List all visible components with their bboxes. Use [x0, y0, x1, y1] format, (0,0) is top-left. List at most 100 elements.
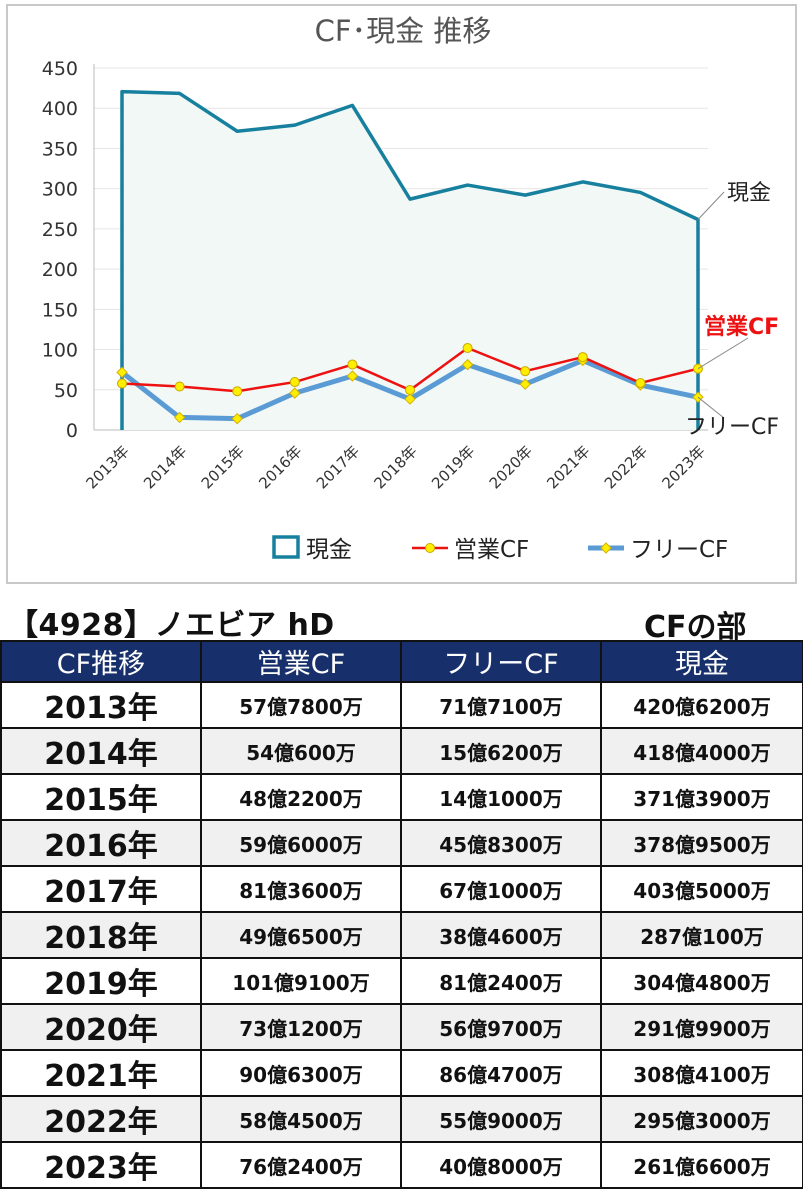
table-row: 2019年 101億9100万 81億2400万 304億4800万: [0, 957, 803, 1005]
cash-cell: 308億4100万: [600, 1049, 803, 1097]
cf-cash-chart: CF･現金 推移 0 50 100 150 200 250 300 350 400 450 2013年…: [42, 14, 779, 563]
year-cell: 2021年: [0, 1049, 202, 1097]
table-row: 2017年 81億3600万 67億1000万 403億5000万: [0, 865, 803, 913]
free-cf-cell: 40億8000万: [400, 1141, 602, 1189]
year-cell: 2014年: [0, 727, 202, 775]
cash-leader-line: [697, 191, 725, 220]
free-cf-point: [519, 378, 531, 390]
table-row: 2016年 59億6000万 45億8300万 378億9500万: [0, 819, 803, 867]
table-row: 2023年 76億2400万 40億8000万 261億6600万: [0, 1141, 803, 1189]
x-tick-label: 2017年: [313, 442, 363, 492]
x-tick-label: 2023年: [658, 442, 708, 492]
operating-cf-point: [347, 359, 358, 370]
y-tick-label: 400: [42, 98, 78, 120]
year-cell: 2016年: [0, 819, 202, 867]
free-cf-leader-line: [697, 396, 725, 419]
legend-operating-cf-label: 営業CF: [454, 537, 529, 563]
operating-cf-point: [232, 386, 243, 397]
operating-cf-cell: 49億6500万: [200, 911, 402, 959]
cash-cell: 378億9500万: [600, 819, 803, 867]
y-tick-label: 50: [54, 380, 78, 402]
x-tick-label: 2018年: [370, 442, 420, 492]
free-cf-point: [231, 412, 243, 425]
operating-cf-point: [174, 381, 185, 392]
operating-cf-cell: 90億6300万: [200, 1049, 402, 1097]
table-header-row: CF推移 営業CF フリーCF 現金: [0, 640, 803, 683]
operating-cf-cell: 101億9100万: [200, 957, 402, 1005]
year-cell: 2023年: [0, 1141, 202, 1189]
free-cf-point: [173, 411, 186, 424]
legend-cash-swatch: [272, 535, 300, 559]
y-tick-label: 450: [42, 58, 78, 80]
operating-cf-point: [405, 385, 415, 396]
y-tick-label: 100: [42, 340, 78, 362]
x-tick-label: 2021年: [543, 442, 593, 492]
legend-cash-label: 現金: [306, 537, 352, 563]
year-cell: 2022年: [0, 1095, 202, 1143]
cash-cell: 420億6200万: [600, 681, 803, 729]
free-cf-cell: 71億7100万: [400, 681, 602, 729]
year-cell: 2019年: [0, 957, 202, 1005]
operating-cf-cell: 57億7800万: [200, 681, 402, 729]
cash-cell: 295億3000万: [600, 1095, 803, 1143]
chart-title: CF･現金 推移: [315, 14, 492, 48]
free-cf-end-label: フリーCF: [685, 415, 779, 440]
cash-area: [122, 91, 698, 430]
table-row: 2018年 49億6500万 38億4600万 287億100万: [0, 911, 803, 959]
free-cf-point: [346, 370, 359, 382]
table-row: 2022年 58億4500万 55億9000万 295億3000万: [0, 1095, 803, 1143]
table-row: 2020年 73億1200万 56億9700万 291億9900万: [0, 1003, 803, 1051]
cash-cell: 371億3900万: [600, 773, 803, 821]
operating-cf-point: [117, 378, 127, 389]
x-tick-label: 2013年: [82, 442, 132, 492]
free-cf-point: [404, 393, 416, 405]
table-row: 2014年 54億600万 15億6200万 418億4000万: [0, 727, 803, 775]
company-title: 【4928】ノエビア hD: [8, 608, 335, 643]
x-tick-label: 2022年: [601, 442, 651, 492]
year-cell: 2015年: [0, 773, 202, 821]
operating-cf-cell: 58億4500万: [200, 1095, 402, 1143]
year-cell: 2013年: [0, 681, 202, 729]
y-tick-label: 0: [66, 420, 78, 442]
operating-cf-cell: 76億2400万: [200, 1141, 402, 1189]
x-tick-label: 2014年: [140, 442, 190, 492]
y-tick-label: 300: [42, 179, 78, 201]
operating-cf-cell: 81億3600万: [200, 865, 402, 913]
chart-panel: CF･現金 推移 0 50 100 150 200 250 300 350 400 450 2013年…: [6, 4, 797, 584]
free-cf-cell: 86億4700万: [400, 1049, 602, 1097]
operating-cf-point: [520, 366, 531, 377]
operating-cf-point: [462, 343, 473, 354]
y-tick-label: 350: [42, 138, 78, 160]
cash-cell: 403億5000万: [600, 865, 803, 913]
free-cf-cell: 15億6200万: [400, 727, 602, 775]
operating-cf-leader-line: [697, 337, 749, 370]
year-cell: 2020年: [0, 1003, 202, 1051]
legend-free-cf-label: フリーCF: [630, 537, 728, 563]
free-cf-cell: 56億9700万: [400, 1003, 602, 1051]
table-row: 2021年 90億6300万 86億4700万 308億4100万: [0, 1049, 803, 1097]
free-cf-cell: 45億8300万: [400, 819, 602, 867]
operating-cf-cell: 54億600万: [200, 727, 402, 775]
cash-series-line: [120, 89, 700, 430]
free-cf-point: [116, 366, 128, 379]
cash-cell: 261億6600万: [600, 1141, 803, 1189]
y-tick-label: 150: [42, 299, 78, 321]
free-cf-cell: 38億4600万: [400, 911, 602, 959]
y-tick-label: 250: [42, 219, 78, 241]
operating-cf-point: [289, 377, 300, 388]
year-cell: 2018年: [0, 911, 202, 959]
cash-cell: 287億100万: [600, 911, 803, 959]
table-row: 2015年 48億2200万 14億1000万 371億3900万: [0, 773, 803, 821]
operating-cf-point: [577, 352, 588, 363]
table-row: 2013年 57億7800万 71億7100万 420億6200万: [0, 681, 803, 729]
legend-operating-cf-marker: [425, 543, 435, 553]
y-tick-label: 200: [42, 259, 78, 281]
operating-cf-cell: 59億6000万: [200, 819, 402, 867]
free-cf-cell: 14億1000万: [400, 773, 602, 821]
operating-cf-cell: 48億2200万: [200, 773, 402, 821]
year-cell: 2017年: [0, 865, 202, 913]
cf-table: CF推移 営業CF フリーCF 現金 2013年 57億7800万 71億7100万…: [0, 640, 803, 1189]
operating-cf-cell: 73億1200万: [200, 1003, 402, 1051]
free-cf-cell: 81億2400万: [400, 957, 602, 1005]
cash-cell: 291億9900万: [600, 1003, 803, 1051]
